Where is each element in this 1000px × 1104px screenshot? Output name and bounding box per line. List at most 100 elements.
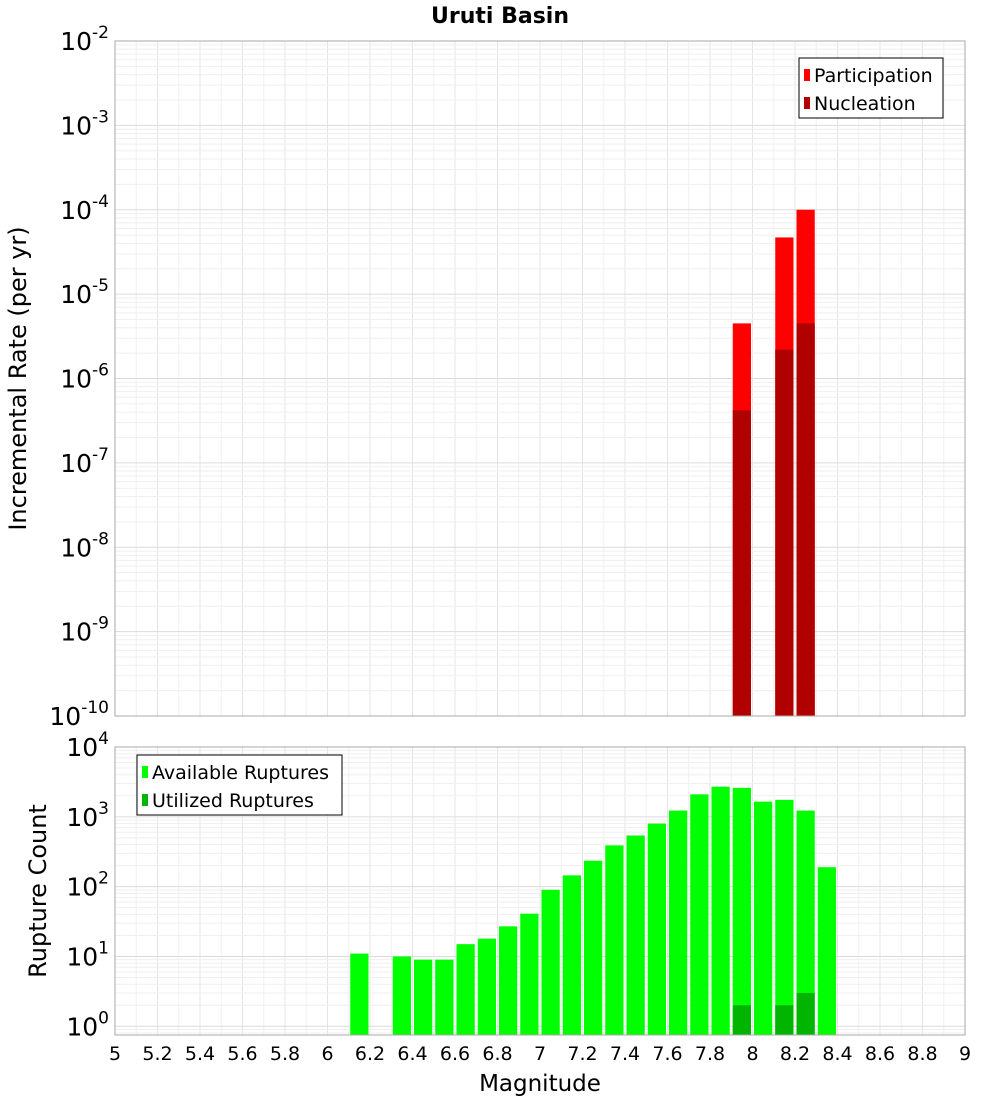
y-tick-label: 10-5	[60, 276, 109, 309]
x-tick-label: 8.4	[822, 1043, 852, 1065]
x-tick-label: 5.4	[185, 1043, 215, 1065]
plot-frame	[114, 40, 966, 717]
y-tick-label: 10-2	[60, 23, 109, 56]
bar-available-ruptures	[562, 875, 581, 1035]
bar-available-ruptures	[626, 835, 645, 1035]
y-tick-exponent: -2	[92, 23, 109, 43]
y-tick-exponent: 2	[98, 869, 109, 889]
x-tick-label: 5.6	[227, 1043, 257, 1065]
y-tick-exponent: 3	[98, 799, 109, 819]
y-tick-exponent: -9	[92, 614, 109, 634]
bar-available-ruptures	[541, 889, 560, 1035]
y-tick-label: 10-8	[60, 529, 109, 562]
x-tick-label: 5	[109, 1043, 121, 1065]
y-tick-base: 10	[60, 111, 92, 140]
legend-swatch	[142, 766, 148, 778]
y-tick-exponent: -6	[92, 361, 109, 381]
y-tick-exponent: -10	[81, 698, 109, 718]
y-tick-base: 10	[60, 365, 92, 394]
y-tick-label: 101	[66, 938, 109, 971]
bar-available-ruptures	[414, 959, 433, 1035]
x-tick-label: 8	[746, 1043, 758, 1065]
legend-box	[798, 57, 944, 119]
bar-available-ruptures	[669, 810, 688, 1035]
x-tick-label: 7.2	[567, 1043, 597, 1065]
legend-swatch	[804, 69, 810, 81]
y-tick-base: 10	[66, 803, 98, 832]
x-tick-label: 8.6	[865, 1043, 895, 1065]
x-tick-label: 7.4	[610, 1043, 640, 1065]
y-tick-base: 10	[60, 196, 92, 225]
y-tick-exponent: -5	[92, 276, 109, 296]
y-tick-label: 103	[66, 799, 109, 832]
y-tick-base: 10	[60, 280, 92, 309]
legend-label: Nucleation	[814, 93, 916, 115]
x-tick-label: 6.8	[482, 1043, 512, 1065]
y-tick-label: 100	[66, 1008, 109, 1041]
x-tick-label: 6	[321, 1043, 333, 1065]
y-tick-exponent: -8	[92, 529, 109, 549]
bar-available-ruptures	[647, 823, 666, 1035]
y-tick-base: 10	[49, 702, 81, 731]
y-tick-exponent: 4	[98, 729, 109, 749]
y-tick-label: 10-3	[60, 107, 109, 140]
y-tick-base: 10	[66, 733, 98, 762]
y-tick-base: 10	[60, 533, 92, 562]
y-tick-label: 10-4	[60, 192, 109, 225]
bar-available-ruptures	[711, 786, 730, 1035]
x-tick-label: 6.4	[397, 1043, 427, 1065]
bar-available-ruptures	[477, 938, 496, 1035]
bar-available-ruptures	[435, 959, 454, 1035]
bar-available-ruptures	[732, 787, 751, 1035]
y-tick-label: 104	[66, 729, 109, 762]
y-tick-base: 10	[60, 618, 92, 647]
legend-label: Participation	[814, 65, 933, 87]
x-tick-label: 8.8	[907, 1043, 937, 1065]
y-tick-label: 10-7	[60, 445, 109, 478]
bar-available-ruptures	[584, 860, 603, 1035]
x-tick-label: 7.8	[695, 1043, 725, 1065]
legend-label: Available Ruptures	[152, 762, 329, 784]
x-tick-label: 5.8	[270, 1043, 300, 1065]
plot-frame	[114, 746, 966, 1036]
y-tick-base: 10	[66, 873, 98, 902]
y-tick-label: 10-6	[60, 361, 109, 394]
y-tick-exponent: 0	[98, 1008, 109, 1028]
x-axis-label: Magnitude	[479, 1071, 601, 1097]
bar-overlay-utilized-ruptures	[732, 1005, 751, 1035]
y-tick-label: 10-10	[49, 698, 109, 731]
y-tick-base: 10	[66, 942, 98, 971]
bar-overlay-nucleation	[775, 349, 794, 716]
legend-swatch	[804, 97, 810, 109]
y-tick-exponent: 1	[98, 938, 109, 958]
x-tick-label: 6.2	[355, 1043, 385, 1065]
bar-overlay-utilized-ruptures	[796, 992, 815, 1035]
bar-available-ruptures	[775, 799, 794, 1035]
bar-available-ruptures	[499, 926, 518, 1035]
y-tick-base: 10	[66, 1012, 98, 1041]
bar-available-ruptures	[605, 845, 624, 1035]
x-tick-label: 9	[959, 1043, 971, 1065]
bar-available-ruptures	[350, 953, 369, 1035]
legend-box	[136, 754, 343, 816]
y-tick-exponent: -4	[92, 192, 109, 212]
legend-label: Utilized Ruptures	[152, 790, 314, 812]
bar-available-ruptures	[817, 867, 836, 1035]
x-tick-label: 7.6	[652, 1043, 682, 1065]
x-tick-label: 8.2	[780, 1043, 810, 1065]
bar-overlay-nucleation	[732, 410, 751, 716]
bar-available-ruptures	[392, 956, 411, 1035]
bar-available-ruptures	[796, 810, 815, 1035]
x-tick-label: 7	[534, 1043, 546, 1065]
chart-title: Uruti Basin	[431, 4, 569, 29]
y-axis-label: Rupture Count	[24, 804, 52, 978]
y-axis-label: Incremental Rate (per yr)	[4, 226, 32, 530]
y-tick-base: 10	[60, 449, 92, 478]
y-tick-exponent: -3	[92, 107, 109, 127]
bar-available-ruptures	[456, 944, 475, 1035]
x-tick-label: 5.2	[142, 1043, 172, 1065]
bar-overlay-nucleation	[796, 323, 815, 716]
y-tick-label: 10-9	[60, 614, 109, 647]
